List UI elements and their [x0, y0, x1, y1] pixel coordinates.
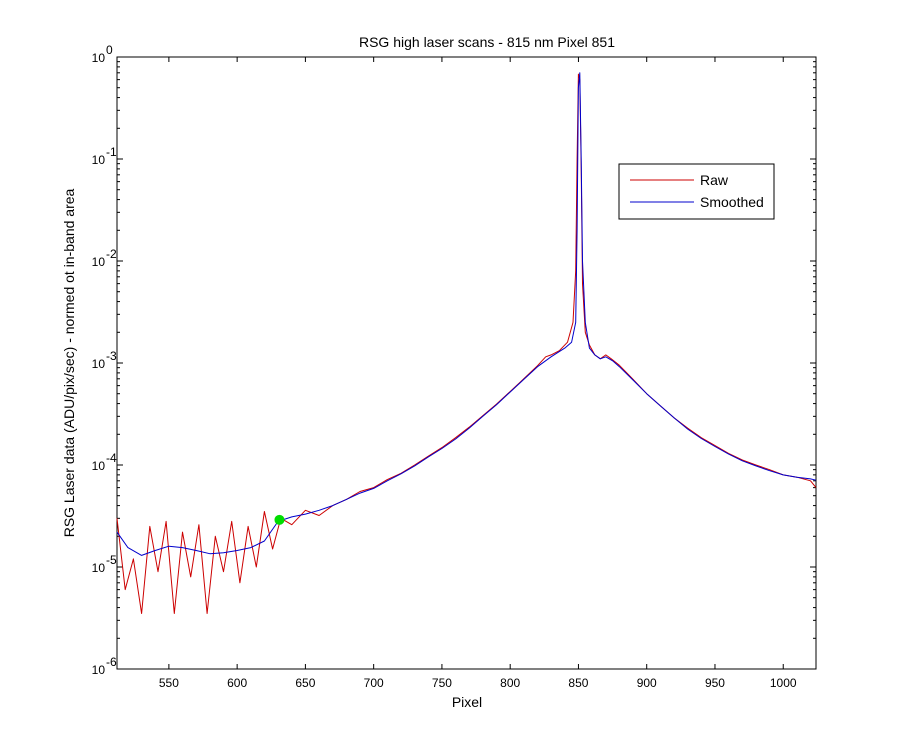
x-axis-title: Pixel — [452, 694, 482, 710]
y-tick-exponent: -3 — [106, 349, 117, 363]
series-line-smoothed — [116, 72, 817, 556]
y-tick-label: 10 — [92, 255, 106, 269]
legend-box — [618, 163, 775, 220]
plot-area — [116, 56, 817, 670]
chart-title: RSG high laser scans - 815 nm Pixel 851 — [359, 34, 615, 50]
x-tick-label: 700 — [364, 676, 384, 690]
x-tick-label: 1000 — [770, 676, 797, 690]
marker-layer — [274, 514, 285, 525]
highlight-point — [274, 514, 285, 525]
legend: Raw Smoothed — [618, 163, 775, 220]
y-axis-title: RSG Laser data (ADU/pix/sec) - normed ot… — [61, 188, 77, 537]
x-tick-label: 550 — [159, 676, 179, 690]
y-tick-label: 10 — [92, 51, 106, 65]
series-layer — [116, 72, 817, 614]
x-tick-label: 600 — [227, 676, 247, 690]
legend-label-raw: Raw — [700, 172, 729, 188]
y-tick-exponent: -4 — [106, 451, 117, 465]
x-tick-label: 650 — [295, 676, 315, 690]
x-tick-label: 750 — [432, 676, 452, 690]
y-tick-exponent: 0 — [106, 43, 113, 57]
y-tick-exponent: -1 — [106, 145, 117, 159]
y-tick-exponent: -6 — [106, 655, 117, 669]
y-tick-label: 10 — [92, 663, 106, 677]
y-tick-label: 10 — [92, 459, 106, 473]
x-tick-label: 800 — [500, 676, 520, 690]
y-tick-label: 10 — [92, 357, 106, 371]
y-tick-label: 10 — [92, 153, 106, 167]
x-tick-label: 900 — [637, 676, 657, 690]
x-tick-label: 950 — [705, 676, 725, 690]
y-tick-label: 10 — [92, 561, 106, 575]
y-tick-exponent: -2 — [106, 247, 117, 261]
x-tick-label: 850 — [568, 676, 588, 690]
legend-label-smoothed: Smoothed — [700, 194, 764, 210]
x-axis: 550 600 650 700 750 800 850 900 950 1000 — [159, 57, 797, 690]
y-tick-exponent: -5 — [106, 553, 117, 567]
